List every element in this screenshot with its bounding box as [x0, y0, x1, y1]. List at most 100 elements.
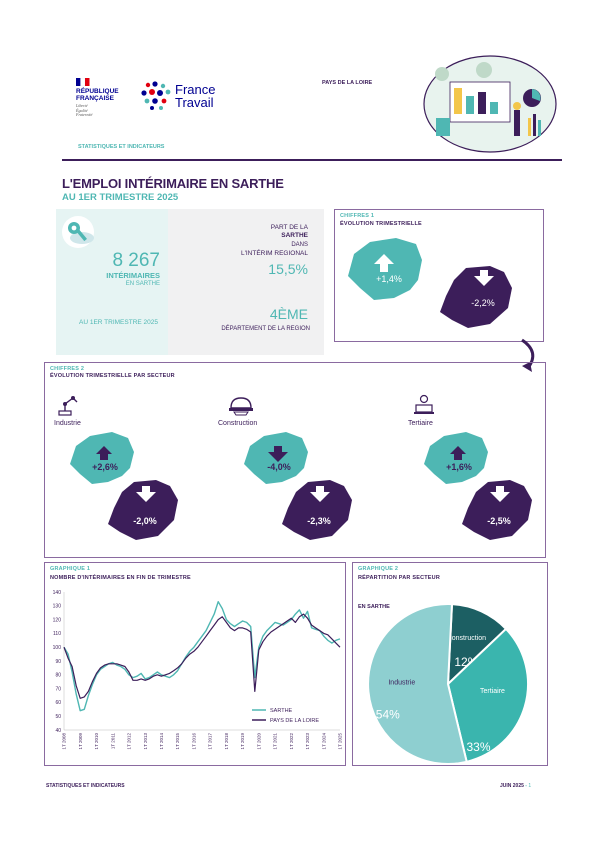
devise-2: Égalité [76, 107, 88, 113]
x-tick-label: 1T 2018 [224, 733, 229, 750]
chiffres1-title: ÉVOLUTION TRIMESTRIELLE [340, 221, 422, 227]
brand-line1: France [175, 82, 216, 97]
graphique2-box [352, 562, 548, 766]
sector-1-label: Industrie [54, 420, 81, 427]
x-tick-label: 1T 2010 [94, 733, 99, 750]
pie-category-label: Tertiaire [480, 688, 505, 695]
x-tick-label: 1T 2012 [127, 733, 132, 750]
chiffres2-box [44, 362, 546, 558]
office-illustration-icon [423, 55, 557, 153]
graphique2-title: RÉPARTITION PAR SECTEUR [358, 575, 441, 581]
pie-slice-tertiaire [446, 627, 529, 764]
kpi-share-l1: PART DE LA [270, 224, 308, 231]
key-icon [60, 214, 96, 250]
page-title: L'EMPLOI INTÉRIMAIRE EN SARTHE [62, 176, 284, 191]
x-tick-label: 1T 2014 [159, 733, 164, 750]
chiffres1-box [334, 209, 544, 342]
kpi-share-l3: DANS [291, 242, 308, 248]
marianne-icon [76, 78, 90, 86]
sector-2-label: Construction [218, 420, 258, 427]
sector-3-dept-value: -2,5% [487, 516, 511, 526]
footer-left: STATISTIQUES ET INDICATEURS [46, 783, 125, 789]
x-tick-label: 1T 2023 [305, 733, 310, 750]
y-tick-label: 100 [53, 645, 62, 651]
x-tick-label: 1T 2022 [289, 733, 294, 750]
kpi-count-sub: EN SARTHE [125, 281, 160, 287]
chiffres1-region-value: +1,4% [376, 274, 402, 284]
sector-2-maps: -4,0% -2,3% [238, 426, 358, 554]
sector-3-region-value: +1,6% [446, 462, 472, 472]
header-illustration [410, 48, 560, 158]
kpi-period: AU 1ER TRIMESTRE 2025 [79, 319, 158, 326]
chiffres1-maps: +1,4% -2,2% [340, 232, 540, 340]
series-line-pays-de-la-loire [63, 613, 341, 699]
sector-3-maps: +1,6% -2,5% [418, 426, 538, 554]
chiffres2-title: ÉVOLUTION TRIMESTRIELLE PAR SECTEUR [50, 373, 175, 379]
page-subtitle: AU 1ER TRIMESTRE 2025 [62, 192, 179, 203]
kpi-count-label: INTÉRIMAIRES [106, 271, 160, 280]
y-tick-label: 80 [55, 673, 61, 679]
y-tick-label: 70 [55, 686, 61, 692]
kpi-rank-value: 4ÈME [269, 306, 308, 322]
france-travail-dots-icon [141, 81, 171, 110]
y-tick-label: 50 [55, 714, 61, 720]
pie-category-label: Construction [447, 635, 486, 642]
section-label: STATISTIQUES ET INDICATEURS [78, 144, 165, 150]
chiffres1-tag: CHIFFRES 1 [340, 213, 375, 219]
brand-line2: Travail [175, 95, 214, 110]
pie-value-label: 54% [376, 707, 400, 721]
sector-1-region-value: +2,6% [92, 462, 118, 472]
y-tick-label: 60 [55, 700, 61, 706]
y-tick-label: 130 [53, 604, 62, 610]
marianne-line2: FRANÇAISE [76, 95, 114, 102]
devise-3: Fraternité [76, 112, 93, 117]
kpi-count: 8 267 [112, 250, 160, 271]
hard-hat-icon [228, 396, 254, 416]
line-chart: 40 50 60 70 80 90 100 110 120 130 140 1T 2008 1T 200… [53, 590, 343, 750]
x-tick-label: 1T 2013 [143, 733, 148, 750]
chiffres1-dept-value: -2,2% [471, 298, 495, 308]
footer-date-text: JUIN 2025 [500, 783, 524, 789]
pie-slice-industrie [367, 603, 468, 765]
sector-3-label: Tertiaire [408, 420, 433, 427]
sector-1-dept-value: -2,0% [133, 516, 157, 526]
graphique1-box [44, 562, 346, 766]
kpi-share-l4: L'INTÉRIM REGIONAL [241, 250, 308, 257]
x-tick-label: 1T 2024 [321, 733, 326, 750]
sector-2-dept-value: -2,3% [307, 516, 331, 526]
x-tick-label: 1T 2009 [78, 733, 83, 750]
y-tick-label: 120 [53, 617, 62, 623]
x-tick-label: 1T 2017 [208, 733, 213, 750]
x-tick-label: 1T 2021 [273, 733, 278, 750]
kpi-share-l2: SARTHE [281, 232, 308, 239]
graphique1-tag: GRAPHIQUE 1 [50, 566, 91, 572]
pie-category-label: Industrie [388, 679, 415, 686]
marianne-logo: RÉPUBLIQUE FRANÇAISE Liberté Égalité Fra… [76, 78, 146, 128]
y-tick-label: 140 [53, 590, 62, 596]
robot-arm-icon [57, 394, 81, 416]
x-tick-label: 1T 2016 [191, 733, 196, 750]
y-tick-label: 90 [55, 659, 61, 665]
graphique2-subtitle: EN SARTHE [358, 604, 390, 610]
x-tick-label: 1T 2025 [338, 733, 343, 750]
kpi-rank-label: DÉPARTEMENT DE LA REGION [221, 326, 310, 332]
marianne-line1: RÉPUBLIQUE [76, 88, 119, 95]
header-divider [62, 159, 562, 161]
pie-slice-construction [446, 603, 508, 687]
chiffres2-tag: CHIFFRES 2 [50, 366, 85, 372]
region-label: PAYS DE LA LOIRE [322, 80, 373, 86]
y-tick-label: 40 [55, 728, 61, 734]
legend-label: PAYS DE LA LOIRE [270, 718, 319, 724]
x-tick-label: 1T 2008 [62, 733, 67, 750]
graphique2-tag: GRAPHIQUE 2 [358, 566, 399, 572]
kpi-share-value: 15,5% [268, 261, 308, 277]
footer-separator: - [525, 783, 529, 789]
x-tick-label: 1T 2019 [240, 733, 245, 750]
footer-date: JUIN 2025 - 1 [500, 783, 531, 789]
graphique1-title: NOMBRE D'INTÉRIMAIRES EN FIN DE TRIMESTR… [50, 575, 191, 581]
footer-page: 1 [528, 783, 532, 789]
legend-label: SARTHE [270, 708, 293, 714]
x-tick-label: 1T 2011 [110, 733, 115, 750]
x-tick-label: 1T 2020 [256, 733, 261, 750]
